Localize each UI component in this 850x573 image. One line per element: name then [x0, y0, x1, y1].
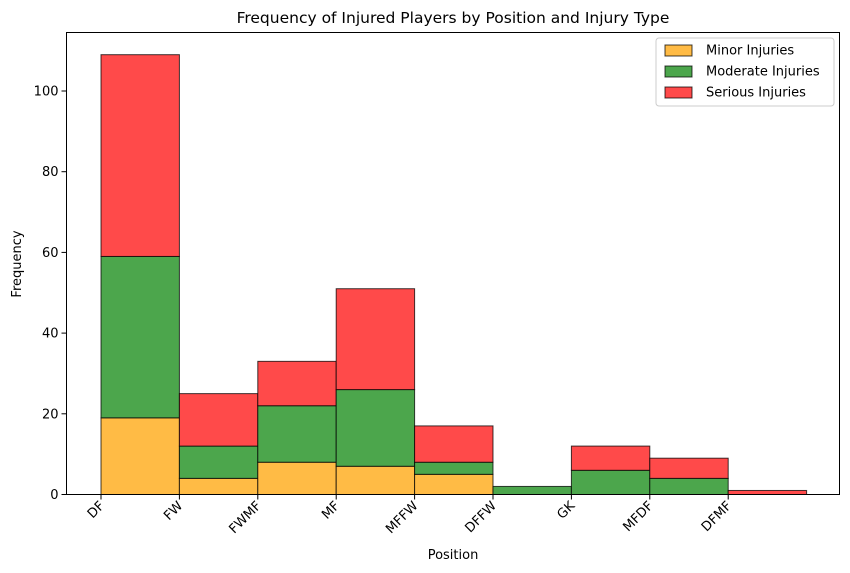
bar-dfmf-series-2 — [727, 489, 808, 495]
y-tick-label: 0 — [50, 488, 58, 503]
legend-label: Minor Injuries — [706, 44, 794, 59]
y-tick-label: 80 — [42, 165, 59, 180]
bar-mffw-series-0 — [414, 473, 494, 495]
bar-mf-series-0 — [335, 465, 416, 496]
bar-fw-series-2 — [178, 393, 259, 447]
bar-mffw-series-1 — [414, 461, 494, 475]
x-tick-label: FW — [161, 499, 186, 524]
x-axis-label: Position — [428, 548, 479, 563]
bar-df-series-1 — [100, 255, 180, 419]
chart-title: Frequency of Injured Players by Position… — [237, 9, 670, 27]
y-tick-label: 20 — [42, 407, 59, 422]
x-tick-label: DF — [85, 499, 108, 522]
y-axis-label: Frequency — [10, 230, 25, 297]
y-axis: 0 20 40 60 80 100 — [34, 85, 67, 503]
bar-mfdf-series-1 — [649, 477, 729, 495]
bars-layer — [100, 54, 808, 496]
legend-swatch — [664, 44, 693, 57]
y-tick-label: 60 — [42, 246, 59, 261]
bar-fwmf-series-0 — [257, 461, 337, 495]
x-tick-label: MF — [319, 499, 343, 523]
x-tick-label: DFMF — [699, 499, 735, 535]
plot-frame — [66, 32, 840, 495]
bar-mf-series-1 — [335, 389, 416, 467]
bar-dffw-series-1 — [492, 485, 572, 496]
y-tick-label: 40 — [42, 327, 59, 342]
x-axis: DF FW FWMF MF MFFW DFFW GK MFDF DFMF — [85, 494, 735, 537]
x-tick-label: MFDF — [620, 499, 656, 535]
legend-swatch — [664, 86, 693, 99]
legend: Minor Injuries Moderate Injuries Serious I… — [655, 37, 835, 107]
x-tick-label: GK — [554, 498, 578, 522]
bar-fw-series-0 — [178, 477, 259, 495]
bar-mfdf-series-2 — [649, 457, 729, 479]
x-tick-label: MFFW — [383, 499, 421, 537]
bar-df-series-0 — [100, 417, 180, 495]
legend-box — [655, 37, 835, 107]
legend-label: Moderate Injuries — [706, 65, 820, 80]
bar-gk-series-2 — [570, 445, 651, 471]
bar-mf-series-2 — [335, 288, 416, 391]
y-tick-label: 100 — [34, 85, 59, 100]
legend-label: Serious Injuries — [706, 86, 806, 101]
bar-fwmf-series-2 — [257, 360, 337, 407]
x-tick-label: DFFW — [462, 499, 499, 536]
bar-mffw-series-2 — [414, 425, 494, 463]
x-tick-label: FWMF — [226, 499, 264, 537]
legend-swatch — [664, 65, 693, 78]
bar-fw-series-1 — [178, 445, 259, 479]
bar-fwmf-series-1 — [257, 405, 337, 463]
bar-gk-series-1 — [570, 469, 651, 496]
bar-df-series-2 — [100, 54, 180, 257]
